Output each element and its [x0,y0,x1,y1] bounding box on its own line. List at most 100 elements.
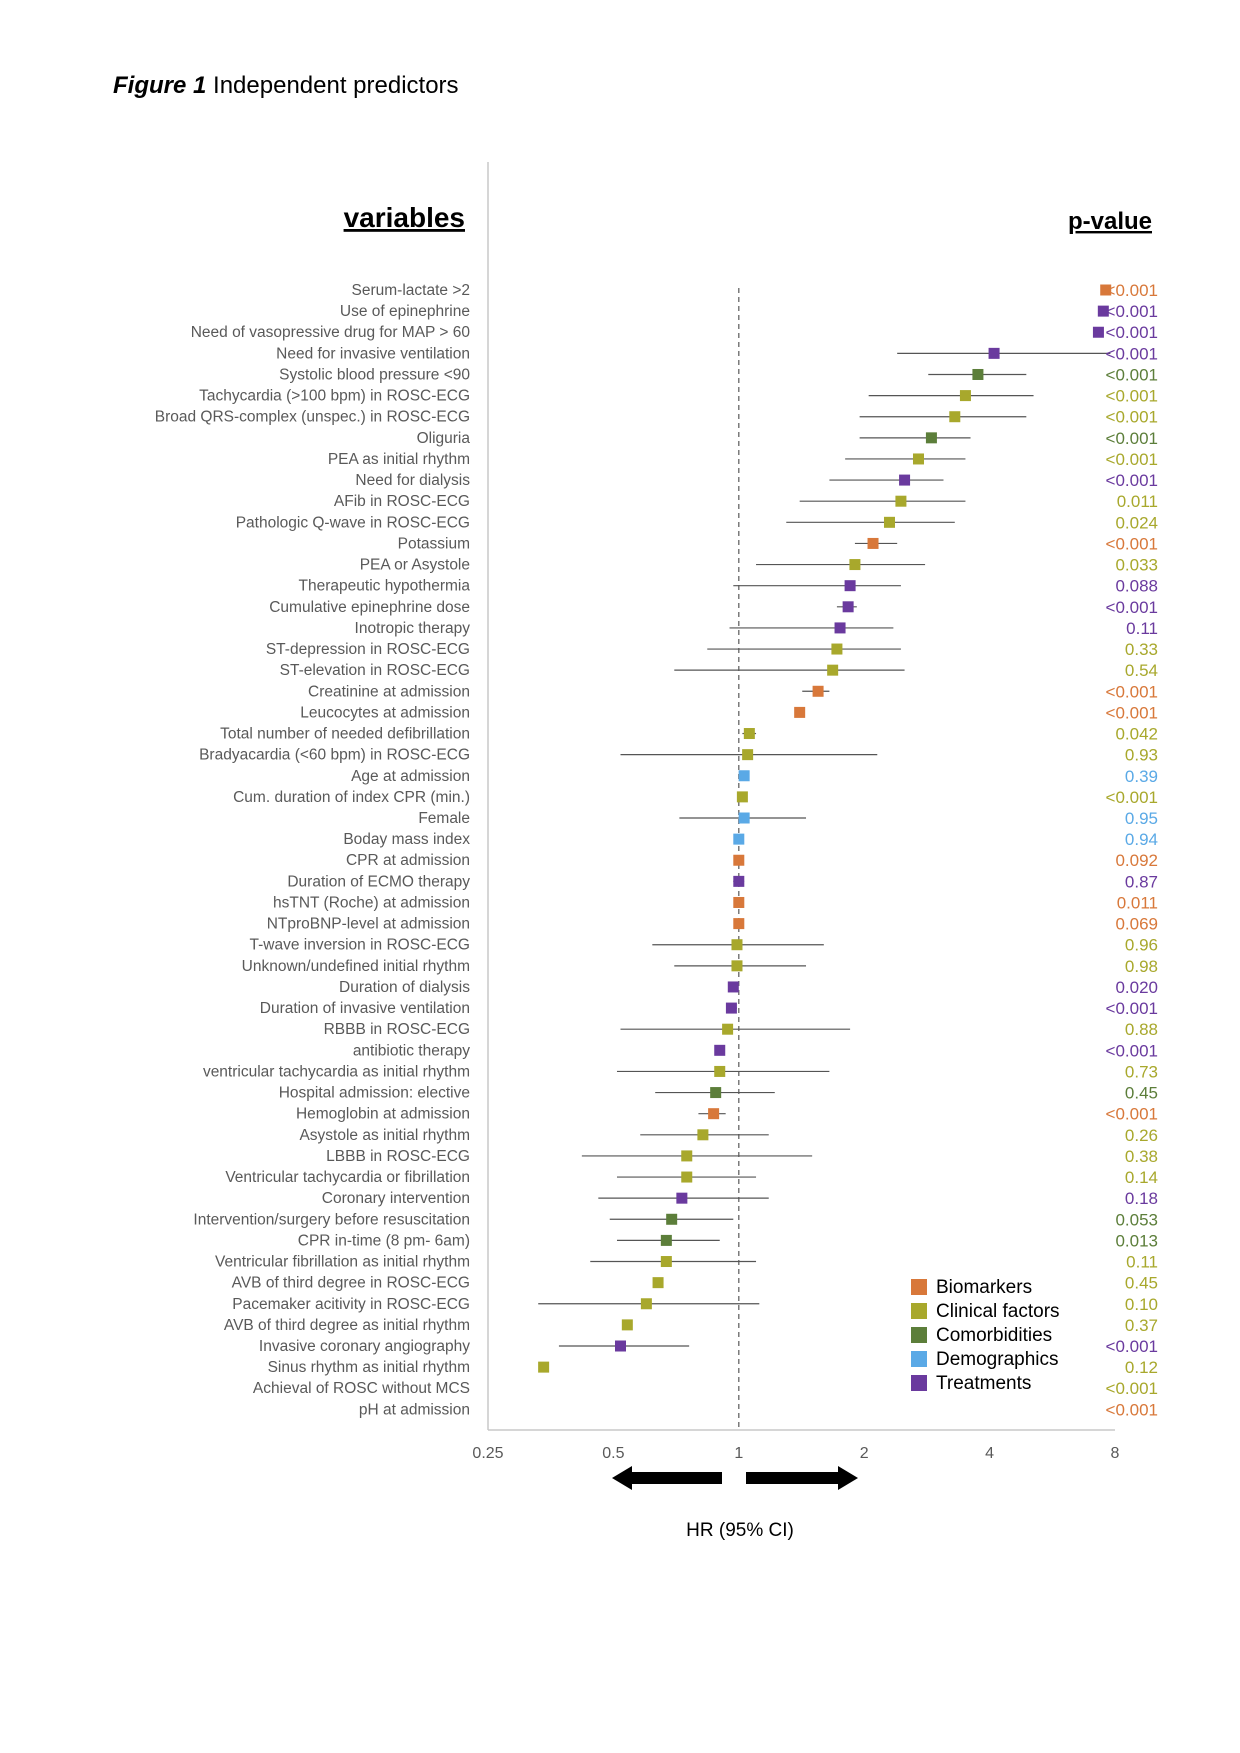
forest-row: Bradyacardia (<60 bpm) in ROSC-ECG 0.93 [199,746,1158,765]
variable-label: pH at admission [359,1401,470,1418]
annotations: variables p-value HR (95% CI) [344,202,1152,1541]
p-value: <0.001 [1106,408,1158,427]
forest-row: LBBB in ROSC-ECG 0.38 [326,1147,1158,1166]
variable-label: Inotropic therapy [355,620,471,637]
x-tick-label: 1 [734,1445,743,1462]
variable-label: Hospital admission: elective [279,1085,470,1102]
forest-row: Tachycardia (>100 bpm) in ROSC-ECG <0.001 [199,387,1158,406]
left-arrow [612,1466,722,1490]
variable-label: T-wave inversion in ROSC-ECG [249,937,470,954]
hazard-ratio-marker [1100,284,1112,296]
forest-row: hsTNT (Roche) at admission 0.011 [273,893,1158,912]
hazard-ratio-marker [1092,326,1104,338]
hazard-ratio-marker [925,432,937,444]
p-value: 0.95 [1125,809,1158,828]
x-tick-label: 8 [1111,1445,1120,1462]
variable-label: Systolic blood pressure <90 [279,366,470,383]
variable-label: NTproBNP-level at admission [267,916,470,933]
variables-header: variables [344,202,465,233]
p-value: 0.94 [1125,830,1158,849]
variable-label: Sinus rhythm as initial rhythm [268,1359,470,1376]
x-tick-label: 0.25 [472,1445,503,1462]
p-value: 0.14 [1125,1168,1158,1187]
forest-row: Inotropic therapy 0.11 [355,619,1158,638]
p-value: <0.001 [1106,534,1158,553]
p-value: <0.001 [1106,598,1158,617]
variable-label: Age at admission [351,768,470,785]
forest-row: Cumulative epinephrine dose <0.001 [269,598,1158,617]
x-tick-label: 0.5 [602,1445,624,1462]
legend-label: Biomarkers [936,1277,1032,1298]
x-tick-label: 2 [860,1445,869,1462]
axes: 0.25 0.5 1 2 4 8 [472,162,1120,1462]
hazard-ratio-marker [988,347,1000,359]
hazard-ratio-marker [681,1150,693,1162]
forest-row: Boday mass index 0.94 [343,830,1158,849]
hazard-ratio-marker [621,1319,633,1331]
hazard-ratio-marker [710,1087,722,1099]
forest-row: RBBB in ROSC-ECG 0.88 [324,1020,1158,1039]
variable-label: Invasive coronary angiography [259,1338,470,1355]
hazard-ratio-marker [972,368,984,380]
variable-label: RBBB in ROSC-ECG [324,1021,470,1038]
p-value: 0.042 [1115,725,1158,744]
forest-row: Need for dialysis <0.001 [355,471,1158,490]
forest-row: Systolic blood pressure <90 <0.001 [279,365,1158,384]
forest-row: Sinus rhythm as initial rhythm 0.12 [268,1358,1158,1377]
variable-label: Achieval of ROSC without MCS [253,1380,470,1397]
p-value: <0.001 [1106,387,1158,406]
forest-row: PEA as initial rhythm <0.001 [328,450,1158,469]
hazard-ratio-marker [1097,305,1109,317]
forest-row: Need of vasopressive drug for MAP > 60 <0… [191,323,1158,342]
variable-label: CPR at admission [346,852,470,869]
variable-label: Cumulative epinephrine dose [269,599,470,616]
variable-label: Coronary intervention [322,1190,470,1207]
hazard-ratio-marker [640,1298,652,1310]
forest-row: Broad QRS-complex (unspec.) in ROSC-ECG <… [155,408,1158,427]
forest-row: ST-depression in ROSC-ECG 0.33 [266,640,1158,659]
right-arrow [746,1466,858,1490]
variable-label: Pacemaker acitivity in ROSC-ECG [232,1296,470,1313]
forest-row: Achieval of ROSC without MCS <0.001 [253,1379,1158,1398]
p-value: 0.26 [1125,1126,1158,1145]
hazard-ratio-marker [714,1065,726,1077]
forest-row: Hemoglobin at admission <0.001 [296,1105,1158,1124]
hazard-ratio-marker [738,770,750,782]
hazard-ratio-marker [708,1108,720,1120]
hazard-ratio-marker [731,960,743,972]
forest-row: Serum-lactate >2 <0.001 [352,281,1158,300]
hazard-ratio-marker [867,537,879,549]
variable-label: Hemoglobin at admission [296,1106,470,1123]
p-value: <0.001 [1106,471,1158,490]
hazard-ratio-marker [538,1361,550,1373]
hazard-ratio-marker [666,1213,678,1225]
p-value: 0.088 [1115,577,1158,596]
p-value: 0.11 [1126,1253,1158,1272]
hazard-ratio-marker [733,833,745,845]
forest-row: Coronary intervention 0.18 [322,1189,1158,1208]
p-value: 0.96 [1125,936,1158,955]
forest-row: Ventricular fibrillation as initial rhyt… [215,1253,1158,1272]
p-value: 0.069 [1115,915,1158,934]
legend: Biomarkers Clinical factors Comorbidities D… [911,1277,1060,1394]
variable-label: antibiotic therapy [353,1042,470,1059]
legend-label: Comorbidities [936,1325,1052,1346]
p-value: 0.011 [1117,893,1158,912]
p-value: <0.001 [1106,1400,1158,1419]
p-value: <0.001 [1106,682,1158,701]
hazard-ratio-marker [827,664,839,676]
variable-label: Cum. duration of index CPR (min.) [233,789,470,806]
variable-label: Duration of dialysis [339,979,470,996]
x-tick-label: 4 [985,1445,994,1462]
hazard-ratio-marker [899,474,911,486]
hazard-ratio-marker [831,643,843,655]
forest-row: Duration of ECMO therapy 0.87 [287,872,1158,891]
p-value: <0.001 [1106,1105,1158,1124]
variable-label: ST-depression in ROSC-ECG [266,641,470,658]
hazard-ratio-marker [842,601,854,613]
p-value: 0.39 [1125,767,1158,786]
p-value: <0.001 [1106,323,1158,342]
p-value: <0.001 [1106,450,1158,469]
forest-row: AVB of third degree in ROSC-ECG 0.45 [232,1274,1158,1293]
p-value: 0.10 [1125,1295,1158,1314]
